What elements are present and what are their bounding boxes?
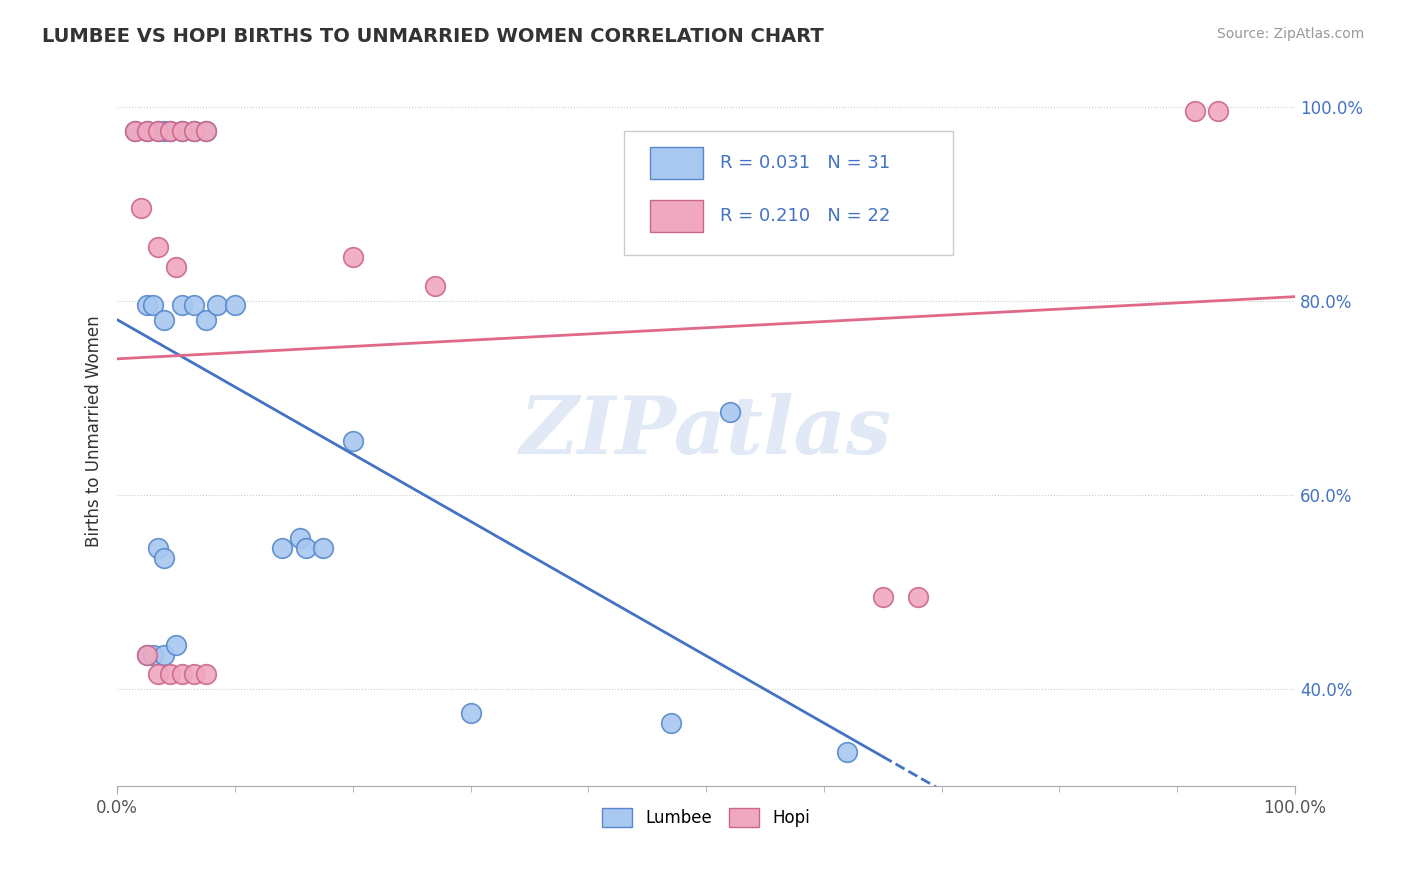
- Point: [1208, 104, 1230, 119]
- Legend: Lumbee, Hopi: Lumbee, Hopi: [596, 802, 817, 834]
- Text: Source: ZipAtlas.com: Source: ZipAtlas.com: [1216, 27, 1364, 41]
- Y-axis label: Births to Unmarried Women: Births to Unmarried Women: [86, 316, 103, 548]
- Point: [135, 124, 157, 138]
- Text: LUMBEE VS HOPI BIRTHS TO UNMARRIED WOMEN CORRELATION CHART: LUMBEE VS HOPI BIRTHS TO UNMARRIED WOMEN…: [42, 27, 824, 45]
- Point: [170, 124, 193, 138]
- Point: [159, 124, 181, 138]
- Point: [183, 667, 205, 681]
- Point: [183, 124, 205, 138]
- Text: R = 0.031   N = 31: R = 0.031 N = 31: [720, 153, 890, 172]
- Point: [170, 124, 193, 138]
- Point: [194, 124, 217, 138]
- Point: [872, 590, 894, 604]
- Point: [288, 532, 311, 546]
- Point: [907, 590, 929, 604]
- Point: [153, 550, 176, 565]
- Text: ZIPatlas: ZIPatlas: [520, 392, 893, 470]
- Point: [153, 648, 176, 662]
- Point: [183, 298, 205, 312]
- FancyBboxPatch shape: [624, 130, 953, 254]
- Point: [148, 124, 170, 138]
- Point: [294, 541, 316, 555]
- Point: [129, 202, 152, 216]
- Point: [183, 124, 205, 138]
- Point: [224, 298, 246, 312]
- Point: [135, 648, 157, 662]
- Point: [460, 706, 482, 720]
- Point: [124, 124, 146, 138]
- Point: [1184, 104, 1206, 119]
- Point: [148, 124, 170, 138]
- Point: [342, 250, 364, 264]
- Point: [148, 667, 170, 681]
- Point: [271, 541, 294, 555]
- Point: [148, 240, 170, 254]
- Point: [207, 298, 229, 312]
- Point: [718, 405, 741, 419]
- Point: [141, 298, 163, 312]
- Text: R = 0.210   N = 22: R = 0.210 N = 22: [720, 207, 890, 225]
- Point: [342, 434, 364, 449]
- FancyBboxPatch shape: [650, 200, 703, 232]
- Point: [425, 279, 447, 293]
- Point: [124, 124, 146, 138]
- Point: [170, 298, 193, 312]
- Point: [165, 638, 187, 652]
- Point: [153, 124, 176, 138]
- Point: [135, 124, 157, 138]
- Point: [153, 313, 176, 327]
- Point: [194, 124, 217, 138]
- Point: [135, 298, 157, 312]
- Point: [194, 313, 217, 327]
- Point: [159, 124, 181, 138]
- Point: [165, 260, 187, 274]
- Point: [837, 745, 859, 759]
- Point: [141, 648, 163, 662]
- Point: [148, 541, 170, 555]
- Point: [159, 667, 181, 681]
- Point: [135, 648, 157, 662]
- Point: [312, 541, 335, 555]
- Point: [659, 715, 682, 730]
- Point: [194, 667, 217, 681]
- Point: [170, 667, 193, 681]
- FancyBboxPatch shape: [650, 147, 703, 178]
